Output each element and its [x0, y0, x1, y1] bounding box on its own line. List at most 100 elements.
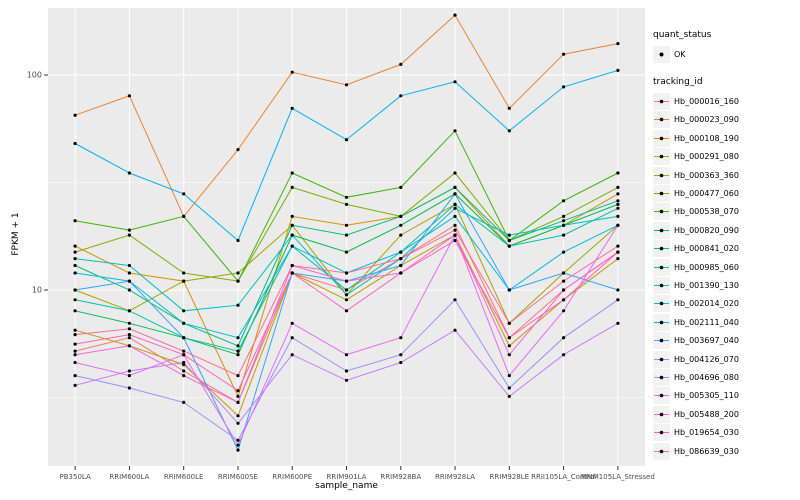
data-point	[182, 360, 186, 365]
legend-key-line-icon	[653, 313, 670, 331]
data-point	[399, 250, 403, 254]
data-point	[344, 223, 349, 227]
data-point	[127, 271, 131, 275]
data-point	[236, 353, 240, 357]
legend-item-Hb_000841_020: Hb_000841_020	[653, 240, 799, 258]
x-tick-label: RRIM600SE	[218, 473, 258, 481]
data-point	[616, 68, 620, 72]
legend-title-tracking-id: tracking_id	[653, 77, 703, 88]
data-point	[344, 298, 349, 302]
data-point	[507, 374, 511, 378]
data-point	[73, 349, 77, 353]
data-point	[399, 263, 403, 268]
data-point	[182, 400, 186, 404]
data-point	[399, 223, 403, 227]
legend-key-line-icon	[653, 387, 670, 405]
data-point	[616, 223, 620, 227]
legend-label: Hb_086639_030	[674, 446, 739, 456]
data-point	[182, 374, 186, 378]
x-tick-label: RRIM105LA_Stressed	[581, 473, 655, 481]
legend-key-line-icon	[653, 148, 670, 166]
data-point	[507, 233, 511, 237]
legend-item-ok: OK	[653, 45, 799, 63]
data-point	[453, 328, 457, 332]
data-point	[399, 214, 403, 218]
x-tick-label: RRIM928BA	[380, 473, 421, 481]
legend-label: Hb_019654_030	[674, 428, 739, 438]
data-point	[344, 353, 349, 357]
data-point	[182, 192, 186, 196]
legend-tracking-items: Hb_000016_160 Hb_000023_090 Hb_000108_190 H…	[653, 92, 799, 460]
data-point	[127, 263, 131, 268]
legend-label: Hb_005488_200	[674, 409, 739, 419]
data-point	[236, 374, 240, 378]
legend-item-Hb_000477_060: Hb_000477_060	[653, 184, 799, 203]
data-point	[453, 233, 457, 237]
legend-key-line-icon	[653, 93, 670, 111]
data-point	[182, 369, 186, 373]
legend-item-Hb_003697_040: Hb_003697_040	[653, 331, 799, 350]
legend-key-line-icon	[653, 276, 670, 294]
data-point	[399, 62, 403, 66]
data-point	[616, 206, 620, 210]
legend-item-Hb_005305_110: Hb_005305_110	[653, 387, 799, 405]
legend-item-Hb_000985_060: Hb_000985_060	[653, 258, 799, 276]
data-point	[236, 344, 240, 348]
data-point	[236, 271, 240, 275]
data-point	[73, 250, 77, 254]
data-point	[236, 238, 240, 243]
data-point	[616, 244, 620, 248]
data-point	[127, 321, 131, 325]
data-point	[182, 353, 186, 357]
legend-key-line-icon	[653, 368, 670, 386]
data-point	[562, 214, 566, 218]
data-point	[127, 279, 131, 283]
legend-key-line-icon	[653, 185, 670, 203]
data-point	[344, 202, 349, 206]
data-point	[73, 288, 77, 292]
legend-item-Hb_000538_070: Hb_000538_070	[653, 203, 799, 221]
data-point	[290, 263, 294, 268]
y-tick-label: 100	[27, 71, 42, 80]
data-point	[562, 288, 566, 292]
data-point	[344, 233, 349, 237]
data-point	[616, 42, 620, 46]
data-point	[73, 309, 77, 313]
data-point	[562, 223, 566, 227]
data-point	[182, 309, 186, 313]
data-point	[453, 214, 457, 218]
data-point	[399, 94, 403, 98]
legend-item-Hb_000820_090: Hb_000820_090	[653, 221, 799, 239]
data-point	[290, 185, 294, 189]
legend-label: Hb_000363_360	[674, 170, 739, 180]
data-point	[290, 353, 294, 357]
legend-item-Hb_000363_360: Hb_000363_360	[653, 166, 799, 184]
data-point	[616, 288, 620, 292]
legend-label: Hb_000841_020	[674, 244, 739, 254]
data-point	[616, 257, 620, 261]
legend-item-Hb_005488_200: Hb_005488_200	[653, 405, 799, 423]
x-tick-label: RRII105LA_Control	[531, 473, 596, 481]
data-point	[73, 244, 77, 248]
data-point	[453, 202, 457, 206]
data-point	[453, 238, 457, 243]
data-point	[507, 288, 511, 292]
legend-label: Hb_000291_080	[674, 152, 739, 162]
data-point	[562, 336, 566, 340]
legend-key-line-icon	[653, 405, 670, 423]
x-tick-label: RRIM600LE	[164, 473, 204, 481]
data-point	[507, 106, 511, 110]
data-point	[73, 271, 77, 275]
legend-key-point-icon	[653, 45, 670, 63]
legend-label: Hb_000108_190	[674, 133, 739, 143]
data-point	[73, 328, 77, 332]
data-point	[507, 344, 511, 348]
x-tick-label: RRIM928LE	[490, 473, 530, 481]
data-point	[127, 327, 131, 331]
legend-label: Hb_000820_090	[674, 225, 739, 235]
data-point	[562, 250, 566, 254]
x-tick-label: RRIM901LA	[326, 473, 366, 481]
data-point	[73, 141, 77, 146]
